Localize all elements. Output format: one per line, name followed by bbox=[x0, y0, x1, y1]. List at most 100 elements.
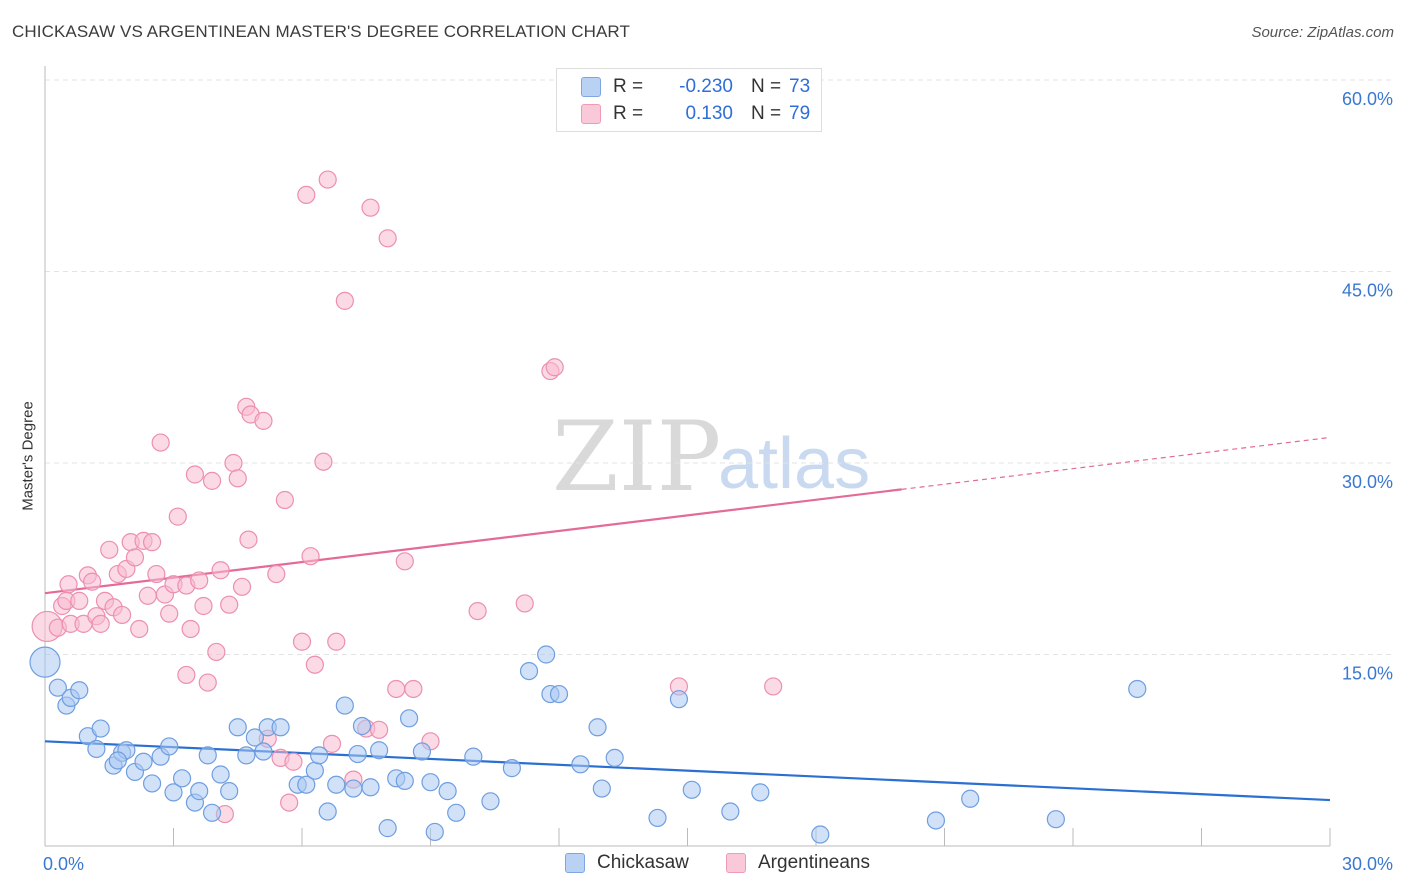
chickasaw-point bbox=[447, 803, 466, 822]
argentinean-point bbox=[202, 471, 222, 490]
watermark-atlas: atlas bbox=[718, 424, 870, 504]
gridlines bbox=[45, 79, 1395, 655]
chickasaw-point bbox=[327, 775, 346, 794]
chickasaw-point bbox=[211, 765, 230, 784]
chickasaw-point bbox=[370, 741, 389, 760]
argentinean-point bbox=[254, 411, 273, 430]
legend-n-label: N = bbox=[751, 103, 782, 124]
trend-line-argentineans bbox=[44, 488, 902, 595]
chickasaw-point bbox=[142, 774, 162, 793]
bottom-legend-chickasaw-label: Chickasaw bbox=[597, 852, 689, 873]
y-tick-label: 30.0% bbox=[1342, 472, 1393, 492]
argentinean-point bbox=[318, 170, 337, 189]
watermark-zip: ZIP bbox=[552, 401, 721, 513]
chickasaw-point bbox=[682, 780, 701, 799]
chickasaw-point bbox=[335, 696, 354, 715]
argentinean-point bbox=[468, 601, 487, 621]
legend-row-chickasaw: R = -0.230 N = 73 bbox=[581, 76, 810, 98]
argentinean-point bbox=[395, 552, 414, 571]
argentineans-swatch bbox=[726, 853, 746, 873]
chickasaw-point bbox=[29, 646, 61, 678]
chickasaw-point bbox=[237, 746, 256, 765]
chickasaw-point bbox=[926, 811, 946, 830]
legend-row-argentineans: R = 0.130 N = 79 bbox=[581, 103, 810, 125]
chickasaw-point bbox=[605, 748, 624, 768]
argentinean-point bbox=[232, 577, 252, 596]
chickasaw-point bbox=[344, 779, 363, 798]
legend-r-value: 0.130 bbox=[685, 103, 733, 124]
argentinean-point bbox=[185, 465, 205, 484]
chickasaw-point bbox=[271, 718, 290, 737]
argentinean-point bbox=[292, 632, 312, 651]
y-tick-label: 60.0% bbox=[1342, 89, 1393, 109]
chickasaw-point bbox=[751, 783, 770, 802]
argentinean-point bbox=[239, 530, 258, 549]
argentinean-point bbox=[181, 619, 200, 639]
argentinean-point bbox=[515, 594, 534, 613]
chickasaw-point bbox=[412, 742, 432, 761]
argentinean-point bbox=[151, 433, 170, 452]
x-tick-label: 30.0% bbox=[1342, 854, 1393, 874]
chickasaw-point bbox=[421, 773, 440, 792]
argentinean-point bbox=[211, 561, 230, 580]
argentinean-point bbox=[59, 575, 78, 594]
chickasaw-point bbox=[91, 719, 110, 738]
argentinean-point bbox=[284, 752, 303, 771]
legend-n-value: 79 bbox=[789, 103, 811, 124]
argentinean-point bbox=[130, 619, 149, 639]
argentinean-point bbox=[160, 604, 179, 623]
argentinean-point bbox=[190, 571, 209, 590]
chickasaw-point bbox=[228, 718, 247, 737]
chickasaw-point bbox=[588, 718, 607, 737]
chickasaw-point bbox=[172, 769, 192, 788]
chickasaw-point bbox=[537, 645, 556, 664]
chickasaw-point bbox=[202, 803, 222, 822]
chickasaw-swatch bbox=[565, 853, 585, 873]
chickasaw-point bbox=[160, 737, 179, 756]
argentinean-point bbox=[335, 291, 354, 310]
argentinean-point bbox=[301, 547, 320, 566]
argentinean-point bbox=[207, 642, 226, 662]
argentinean-point bbox=[228, 469, 247, 488]
chickasaw-point bbox=[198, 746, 217, 765]
bottom-legend-chickasaw: Chickasaw bbox=[565, 852, 689, 874]
argentinean-point bbox=[275, 490, 294, 510]
argentinean-point bbox=[91, 614, 110, 633]
chickasaw-point bbox=[425, 822, 444, 842]
argentinean-point bbox=[70, 591, 89, 610]
legend-n-value: 73 bbox=[789, 76, 811, 97]
argentinean-point bbox=[280, 793, 299, 812]
chickasaw-point bbox=[648, 808, 667, 828]
argentinean-point bbox=[545, 358, 564, 377]
chickasaw-point bbox=[1128, 679, 1147, 699]
argentinean-point bbox=[314, 452, 333, 471]
argentinean-point bbox=[224, 453, 243, 473]
argentinean-point bbox=[142, 533, 162, 552]
data-points bbox=[29, 170, 1147, 844]
x-tick-label: 0.0% bbox=[43, 854, 84, 874]
chickasaw-point bbox=[164, 783, 183, 802]
argentinean-point bbox=[327, 632, 346, 651]
argentinean-point bbox=[168, 507, 187, 526]
bottom-legend-argentineans: Argentineans bbox=[726, 852, 870, 874]
chickasaw-point bbox=[592, 779, 611, 798]
legend-n-label: N = bbox=[751, 76, 782, 97]
chickasaw-point bbox=[70, 681, 89, 700]
legend: R = -0.230 N = 73 R = 0.130 N = 79 bbox=[556, 68, 822, 132]
axes bbox=[44, 66, 1331, 847]
chickasaw-point bbox=[438, 782, 457, 801]
bottom-legend: Chickasaw Argentineans bbox=[0, 852, 1406, 876]
chickasaw-point bbox=[245, 728, 264, 747]
argentinean-point bbox=[177, 665, 196, 685]
argentinean-point bbox=[267, 564, 286, 584]
chart-title: CHICKASAW VS ARGENTINEAN MASTER'S DEGREE… bbox=[12, 22, 630, 41]
chickasaw-point bbox=[134, 752, 153, 771]
chickasaw-point bbox=[352, 716, 372, 736]
chickasaw-point bbox=[464, 747, 483, 766]
argentinean-point bbox=[112, 605, 132, 625]
chickasaw-point bbox=[721, 802, 740, 821]
chickasaw-point bbox=[378, 819, 397, 838]
argentineans-swatch bbox=[581, 104, 601, 124]
tick-labels: 15.0% 30.0% 45.0% 60.0% 0.0% 30.0% bbox=[43, 89, 1393, 874]
